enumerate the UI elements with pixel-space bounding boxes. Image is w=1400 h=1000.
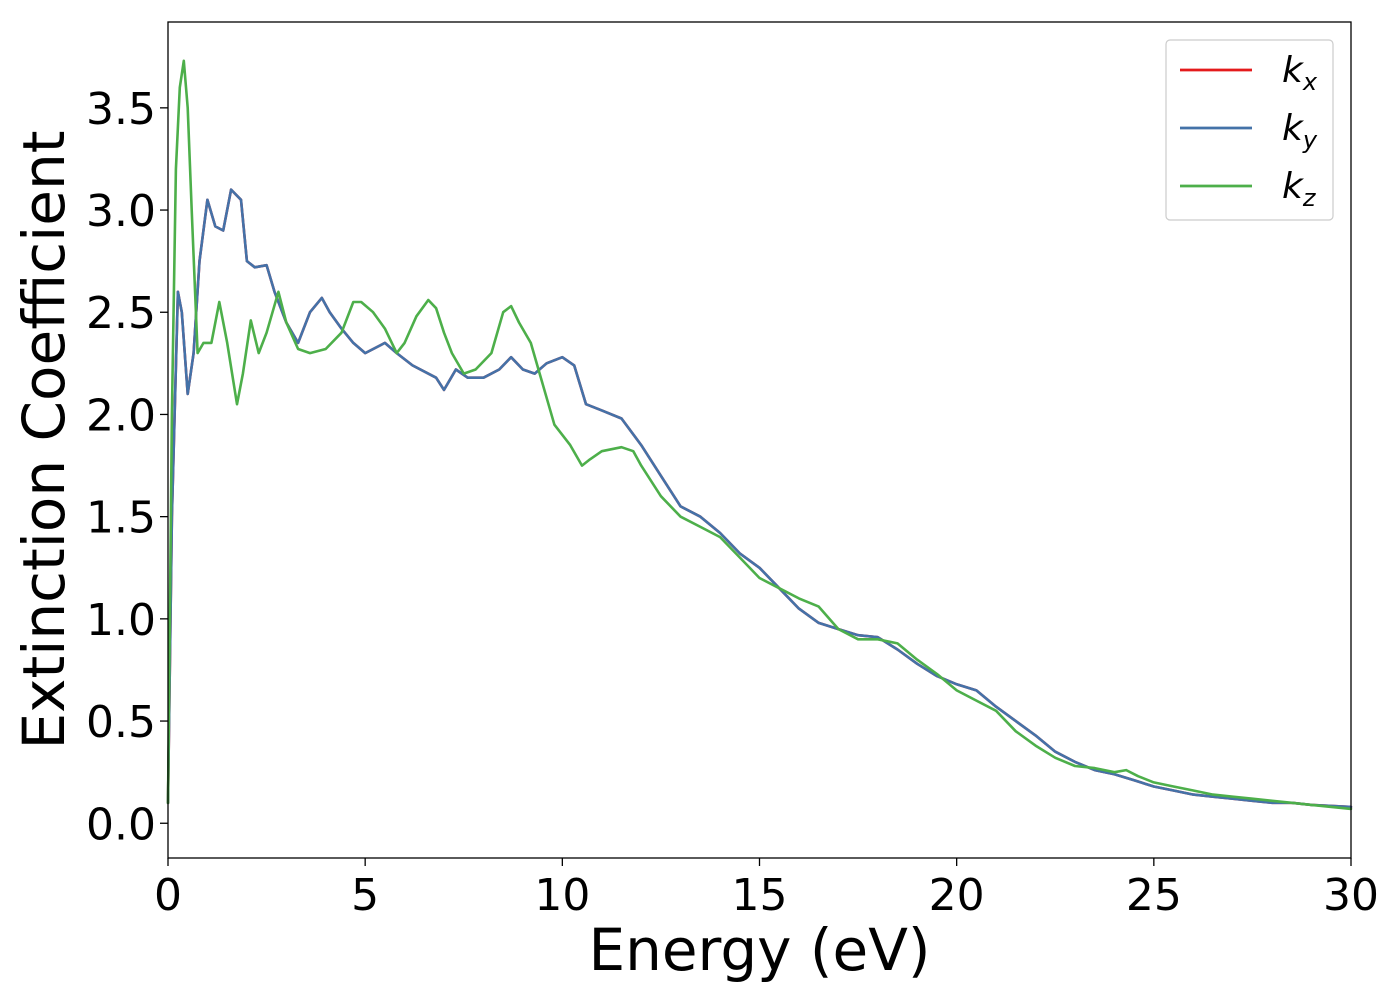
legend-label-base: k [1282,166,1305,207]
x-axis-ticks: 0 5 10 15 20 25 30 [154,858,1379,921]
legend-label-subscript: x [1302,68,1318,96]
x-axis-title: Energy (eV) [588,916,930,984]
x-tick-label: 25 [1126,870,1182,921]
legend-frame [1165,39,1334,221]
legend-label-subscript: y [1302,126,1318,154]
y-tick-label: 1.5 [86,493,156,544]
legend-label-base: k [1282,50,1305,91]
legend-label-y: ky [1282,108,1318,154]
series-line-z [166,59,1353,811]
x-tick-label: 5 [351,870,379,921]
x-tick-label: 20 [929,870,985,921]
y-tick-label: 2.0 [86,390,156,441]
y-tick-label: 1.0 [86,595,156,646]
legend-label-base: k [1282,108,1305,149]
y-axis-ticks: 0.0 0.5 1.0 1.5 2.0 2.5 3.0 3.5 [86,84,168,850]
y-tick-label: 0.0 [86,799,156,850]
x-tick-label: 10 [534,870,590,921]
y-axis-title: Extinction Coefficient [10,131,78,750]
series-layer [166,59,1353,811]
legend-label-subscript: z [1302,184,1317,212]
y-tick-label: 0.5 [86,697,156,748]
y-tick-label: 2.5 [86,288,156,339]
legend-label-z: kz [1282,166,1317,212]
x-tick-label: 30 [1323,870,1379,921]
y-tick-label: 3.5 [86,84,156,135]
series-line-y [166,188,1353,809]
legend-label-x: kx [1282,50,1318,96]
y-tick-label: 3.0 [86,186,156,237]
x-tick-label: 15 [732,870,788,921]
x-tick-label: 0 [154,870,182,921]
